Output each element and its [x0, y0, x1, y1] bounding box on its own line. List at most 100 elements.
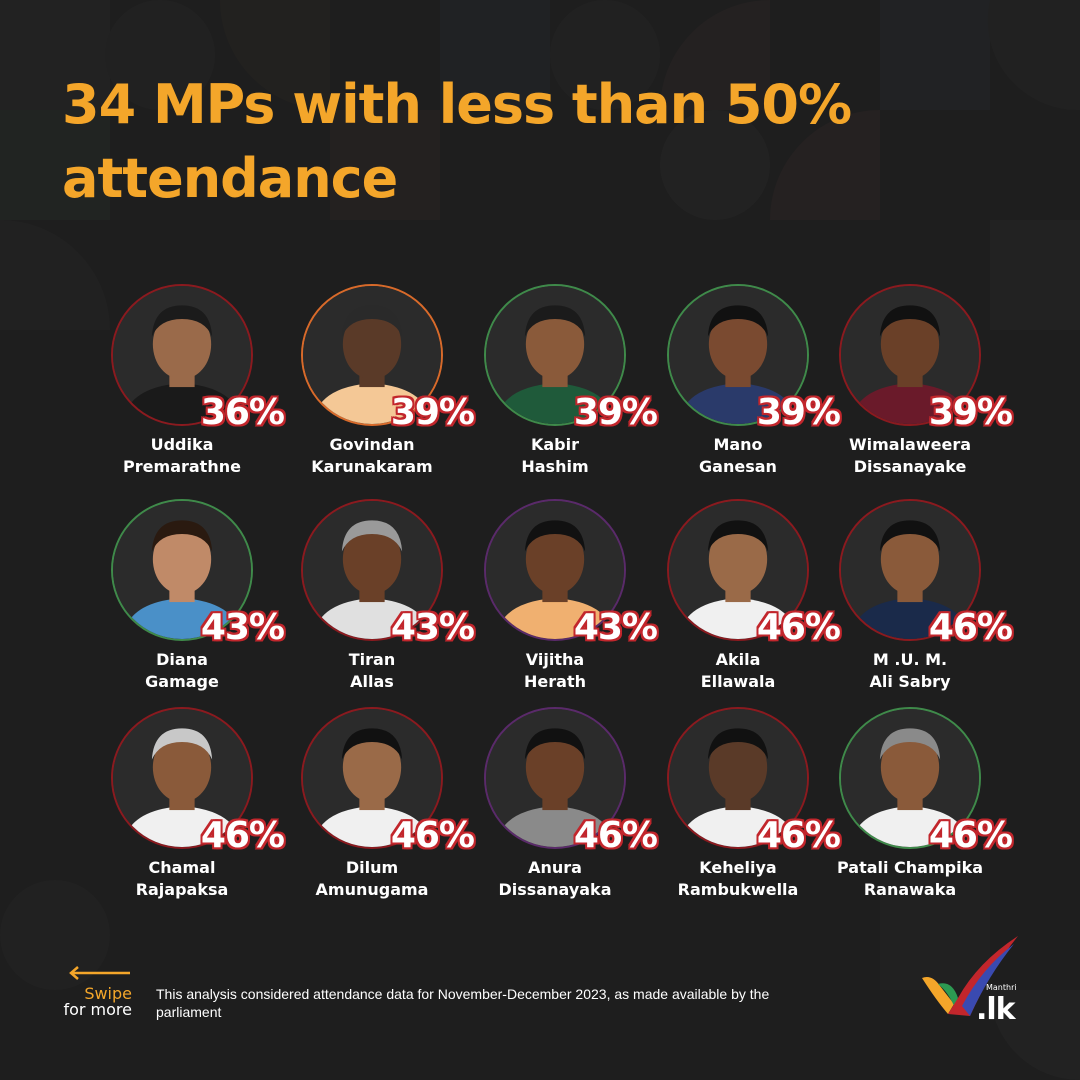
mp-photo — [111, 499, 253, 641]
portrait-icon — [486, 501, 624, 639]
manthri-logo — [922, 936, 1018, 1016]
mp-first-name: Tiran — [348, 650, 396, 669]
mp-name: M .U. M. Ali Sabry — [808, 649, 1012, 693]
attendance-badge: 43% — [200, 607, 285, 648]
mp-name: Uddika Premarathne — [80, 434, 284, 478]
mp-name: Patali Champika Ranawaka — [808, 857, 1012, 901]
mp-photo — [484, 707, 626, 849]
mp-photo — [484, 284, 626, 426]
portrait-icon — [113, 501, 251, 639]
mp-photo — [111, 707, 253, 849]
mp-name: Keheliya Rambukwella — [636, 857, 840, 901]
mp-last-name: Gamage — [145, 672, 219, 691]
mp-first-name: Vijitha — [525, 650, 585, 669]
portrait-icon — [841, 501, 979, 639]
mp-first-name: Anura — [528, 858, 582, 877]
mp-card: 46% Patali Champika Ranawaka — [808, 707, 1013, 907]
mp-last-name: Dissanayaka — [498, 880, 612, 899]
logo-word: Manthri — [986, 983, 1017, 992]
attendance-badge: 46% — [200, 815, 285, 856]
mp-card: 46% Akila Ellawala — [636, 499, 841, 699]
mp-photo — [301, 707, 443, 849]
mp-name: Wimalaweera Dissanayake — [808, 434, 1012, 478]
mp-photo — [667, 499, 809, 641]
mp-last-name: Premarathne — [123, 457, 241, 476]
mp-photo — [301, 284, 443, 426]
mp-last-name: Dissanayake — [853, 457, 967, 476]
swipe-label[interactable]: Swipe — [84, 984, 132, 1003]
mp-last-name: Rajapaksa — [135, 880, 229, 899]
portrait-icon — [669, 501, 807, 639]
mp-name: Govindan Karunakaram — [270, 434, 474, 478]
mp-name: Kabir Hashim — [453, 434, 657, 478]
swipe-sublabel[interactable]: for more — [63, 1000, 132, 1019]
portrait-icon — [669, 709, 807, 847]
mp-last-name: Allas — [350, 672, 394, 691]
mp-photo — [839, 284, 981, 426]
mp-first-name: Wimalaweera — [848, 435, 972, 454]
page-title: 34 MPs with less than 50% attendance — [62, 73, 852, 210]
attendance-badge: 39% — [573, 392, 658, 433]
mp-name: Anura Dissanayaka — [453, 857, 657, 901]
attendance-badge: 46% — [928, 815, 1013, 856]
mp-card: 46% Keheliya Rambukwella — [636, 707, 841, 907]
logo-tld: .lk — [976, 992, 1016, 1027]
mp-card: 46% M .U. M. Ali Sabry — [808, 499, 1013, 699]
mp-photo — [667, 707, 809, 849]
portrait-icon — [303, 709, 441, 847]
attendance-badge: 46% — [756, 815, 841, 856]
mp-name: Diana Gamage — [80, 649, 284, 693]
attendance-badge: 46% — [756, 607, 841, 648]
mp-first-name: M .U. M. — [872, 650, 948, 669]
portrait-icon — [303, 501, 441, 639]
portrait-icon — [486, 709, 624, 847]
mp-first-name: Akila — [715, 650, 761, 669]
portrait-icon — [669, 286, 807, 424]
mp-card: 46% Dilum Amunugama — [270, 707, 475, 907]
mp-card: 39% Kabir Hashim — [453, 284, 658, 484]
mp-name: Akila Ellawala — [636, 649, 840, 693]
attendance-badge: 39% — [928, 392, 1013, 433]
mp-name: Mano Ganesan — [636, 434, 840, 478]
attendance-badge: 39% — [756, 392, 841, 433]
mp-first-name: Uddika — [150, 435, 214, 454]
attendance-badge: 39% — [390, 392, 475, 433]
mp-last-name: Ellawala — [700, 672, 776, 691]
portrait-icon — [113, 709, 251, 847]
attendance-badge: 46% — [390, 815, 475, 856]
arrow-left-icon — [69, 966, 130, 980]
mp-name: Dilum Amunugama — [270, 857, 474, 901]
portrait-icon — [113, 286, 251, 424]
mp-name: Tiran Allas — [270, 649, 474, 693]
attendance-badge: 36% — [200, 392, 285, 433]
mp-name: Chamal Rajapaksa — [80, 857, 284, 901]
mp-photo — [667, 284, 809, 426]
mp-card: 43% Vijitha Herath — [453, 499, 658, 699]
mp-photo — [839, 499, 981, 641]
portrait-icon — [486, 286, 624, 424]
mp-first-name: Keheliya — [699, 858, 777, 877]
mp-card: 46% Anura Dissanayaka — [453, 707, 658, 907]
portrait-icon — [303, 286, 441, 424]
footnote: This analysis considered attendance data… — [156, 986, 770, 1020]
mp-photo — [484, 499, 626, 641]
mp-first-name: Dilum — [345, 858, 399, 877]
mp-first-name: Diana — [156, 650, 208, 669]
mp-card: 39% Govindan Karunakaram — [270, 284, 475, 484]
mp-last-name: Rambukwella — [677, 880, 799, 899]
mp-card: 43% Diana Gamage — [80, 499, 285, 699]
mp-card: 43% Tiran Allas — [270, 499, 475, 699]
mp-photo — [111, 284, 253, 426]
attendance-badge: 46% — [573, 815, 658, 856]
mp-name: Vijitha Herath — [453, 649, 657, 693]
mp-last-name: Ganesan — [699, 457, 777, 476]
mp-last-name: Amunugama — [315, 880, 429, 899]
mp-first-name: Kabir — [530, 435, 580, 454]
attendance-badge: 46% — [928, 607, 1013, 648]
mp-last-name: Herath — [524, 672, 586, 691]
mp-last-name: Ranawaka — [863, 880, 957, 899]
mp-card: 39% Mano Ganesan — [636, 284, 841, 484]
mp-photo — [301, 499, 443, 641]
mp-first-name: Chamal — [148, 858, 216, 877]
mp-photo — [839, 707, 981, 849]
